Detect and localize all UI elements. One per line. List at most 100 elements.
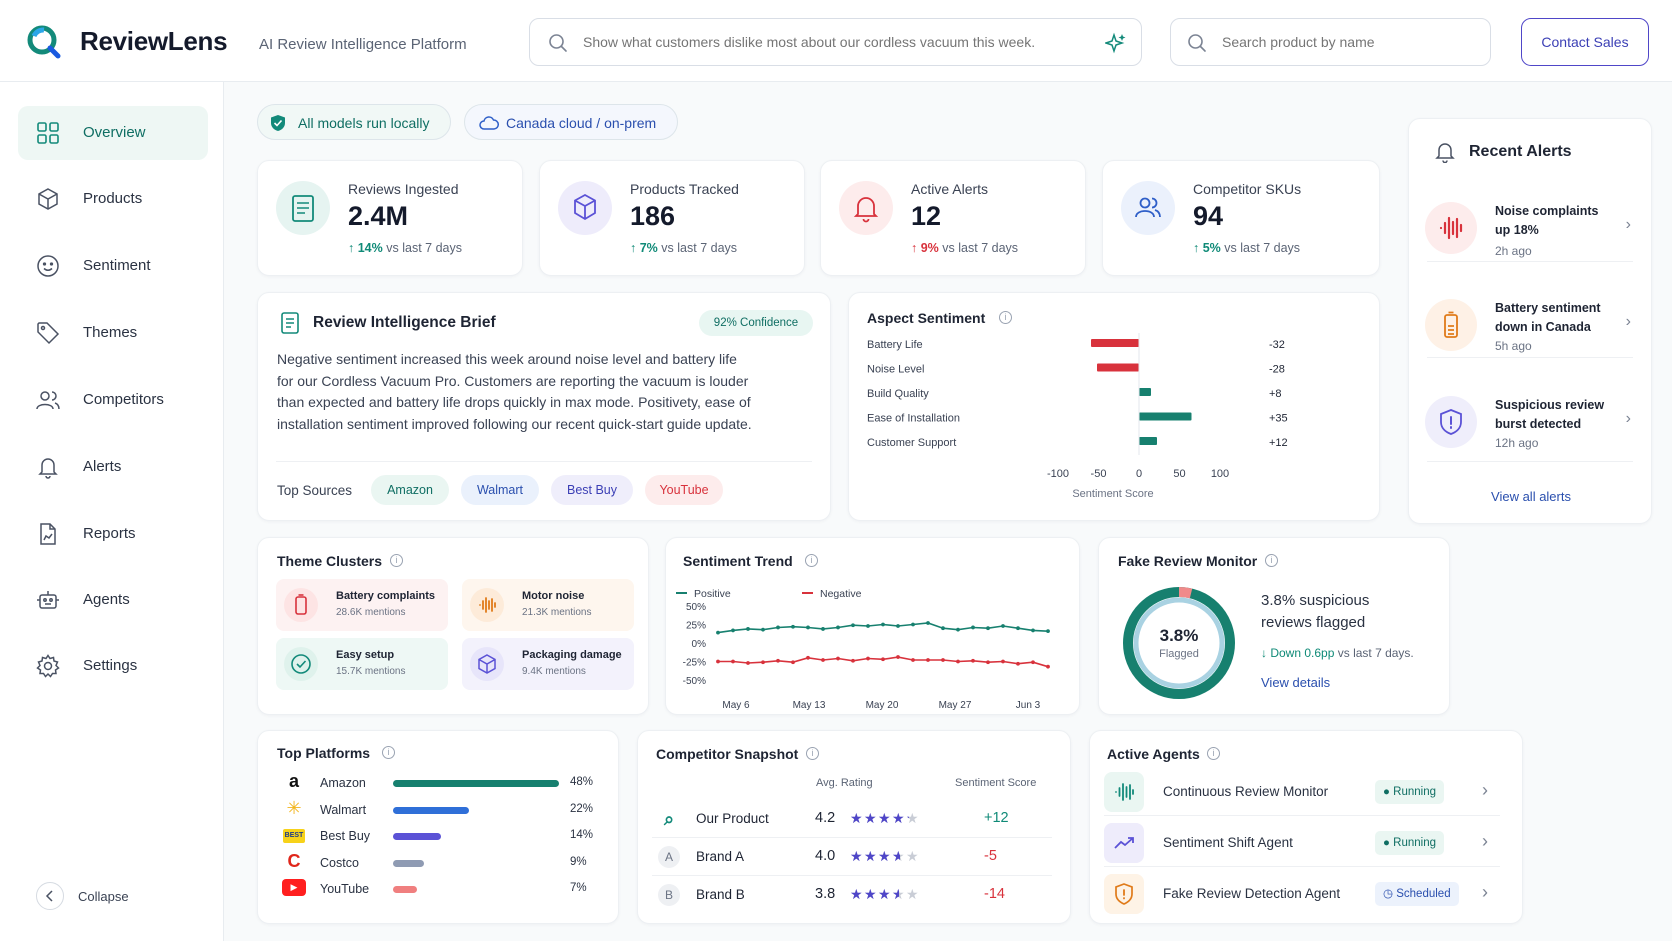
info-icon[interactable]: i [999,311,1012,324]
platform-pct: 22% [570,802,594,815]
alert-item[interactable]: Battery sentiment down in Canada 5h ago … [1425,289,1631,379]
kpi-value: 2.4M [348,201,409,231]
info-icon[interactable]: i [1207,747,1220,760]
chip-label: Canada cloud / on-prem [506,115,657,131]
fake-title: Fake Review Monitor [1118,553,1258,569]
competitor-snapshot-card: Competitor Snapshot i Avg. Rating Sentim… [637,730,1071,924]
info-icon[interactable]: i [806,747,819,760]
source-chip-youtube[interactable]: YouTube [645,475,723,505]
aspect-axis-label: Sentiment Score [1072,488,1153,500]
alert-item[interactable]: Suspicious review burst detected 12h ago… [1425,386,1631,476]
view-all-alerts-link[interactable]: View all alerts [1491,489,1571,504]
trend-y-tick: -25% [683,658,706,669]
info-icon[interactable]: i [805,554,818,567]
platform-bar [393,833,442,840]
top-header: ReviewLens AI Review Intelligence Platfo… [0,0,1672,82]
trend-y-tick: 50% [686,602,706,613]
kpi-delta: ↑ 5% vs last 7 days [1193,241,1301,255]
divider [276,461,812,462]
trend-x-tick: May 27 [939,700,972,711]
gear-icon [36,654,60,678]
trend-x-tick: May 6 [722,700,750,711]
status-badge: ◷ Scheduled [1375,882,1459,906]
sentiment-trend-chart: Positive Negative 50% 25% 0% -25% -50% May 6 May… [676,588,1050,711]
delta-suffix: vs last 7 days [661,241,738,255]
theme-tile[interactable]: Battery complaints 28.6K mentions [276,579,448,631]
agent-row[interactable]: Continuous Review Monitor ● Running › [1104,768,1500,816]
trend-point [821,627,825,631]
view-details-link[interactable]: View details [1261,675,1331,690]
trend-point [716,659,720,664]
sidebar-item-products[interactable]: Products [18,172,208,226]
theme-tile[interactable]: Packaging damage 9.4K mentions [462,638,634,690]
trend-point [971,658,975,663]
chevron-left-icon [36,882,64,910]
aspect-bar [1139,388,1151,396]
fake-down-suffix: vs last 7 days. [1337,646,1414,660]
sidebar-item-agents[interactable]: Agents [18,573,208,627]
kpi-label: Products Tracked [630,181,739,197]
kpi-card-products: Products Tracked 186 ↑ 7% vs last 7 days [539,160,805,276]
source-chip-bestbuy[interactable]: Best Buy [551,475,633,505]
document-icon [281,312,299,334]
sidebar-item-label: Alerts [83,458,122,475]
product-search-input[interactable] [1222,19,1472,65]
theme-name: Motor noise [522,590,585,602]
star-rating: ★★★★★★★★★★ [850,810,920,828]
theme-mentions: 28.6K mentions [336,607,406,618]
agent-row[interactable]: Sentiment Shift Agent ● Running › [1104,819,1500,867]
info-icon[interactable]: i [382,746,395,759]
info-icon[interactable]: i [1265,554,1278,567]
sidebar-item-settings[interactable]: Settings [18,639,208,693]
package-icon [470,647,504,681]
sidebar-item-label: Overview [83,124,146,141]
star-icon: ★★ [850,810,863,826]
trend-point [956,627,960,632]
theme-name: Easy setup [336,649,395,661]
agent-name: Fake Review Detection Agent [1163,886,1341,901]
legend-label: Positive [694,588,731,600]
brief-title: Review Intelligence Brief [313,314,496,331]
info-icon[interactable]: i [390,554,403,567]
trend-point [731,628,735,633]
theme-name: Packaging damage [522,649,622,661]
source-chip-walmart[interactable]: Walmart [461,475,539,505]
sidebar-item-reports[interactable]: Reports [18,507,208,561]
contact-sales-button[interactable]: Contact Sales [1521,18,1649,66]
bell-icon [38,458,58,479]
product-search-box[interactable] [1170,18,1491,66]
aspect-bar [1139,437,1157,445]
divider [1427,357,1633,358]
aspect-value-label: -28 [1269,364,1285,376]
alert-item[interactable]: Noise complaints up 18% 2h ago › [1425,192,1631,282]
trend-point [791,624,795,629]
delta-value: 14% [357,241,383,255]
sidebar-item-sentiment[interactable]: Sentiment [18,239,208,293]
donut-suspicious-segment [1123,587,1235,699]
theme-tile[interactable]: Easy setup 15.7K mentions [276,638,448,690]
sidebar-item-overview[interactable]: Overview [18,106,208,160]
fake-review-donut [1123,587,1235,699]
ai-search-input[interactable] [583,19,1083,65]
brief-line: for our Cordless Vacuum Pro. Customers a… [277,372,749,389]
sidebar-item-alerts[interactable]: Alerts [18,440,208,494]
source-chip-amazon[interactable]: Amazon [371,475,449,505]
chevron-right-icon: › [1482,882,1488,902]
sidebar: Overview Products Sentiment Themes Compe… [0,82,224,941]
sparkle-icon[interactable] [1105,32,1127,54]
trend-point [986,660,990,665]
trend-point [1016,626,1020,631]
sidebar-item-themes[interactable]: Themes [18,306,208,360]
fake-headline: 3.8% suspicious [1261,592,1370,609]
trend-point [716,630,720,635]
star-icon: ★★ [864,810,877,826]
col-header-rating: Avg. Rating [816,777,873,789]
ai-search-box[interactable] [529,18,1142,66]
battery-icon [284,588,318,622]
theme-tile[interactable]: Motor noise 21.3K mentions [462,579,634,631]
agent-row[interactable]: Fake Review Detection Agent ◷ Scheduled … [1104,870,1500,918]
sidebar-item-competitors[interactable]: Competitors [18,373,208,427]
